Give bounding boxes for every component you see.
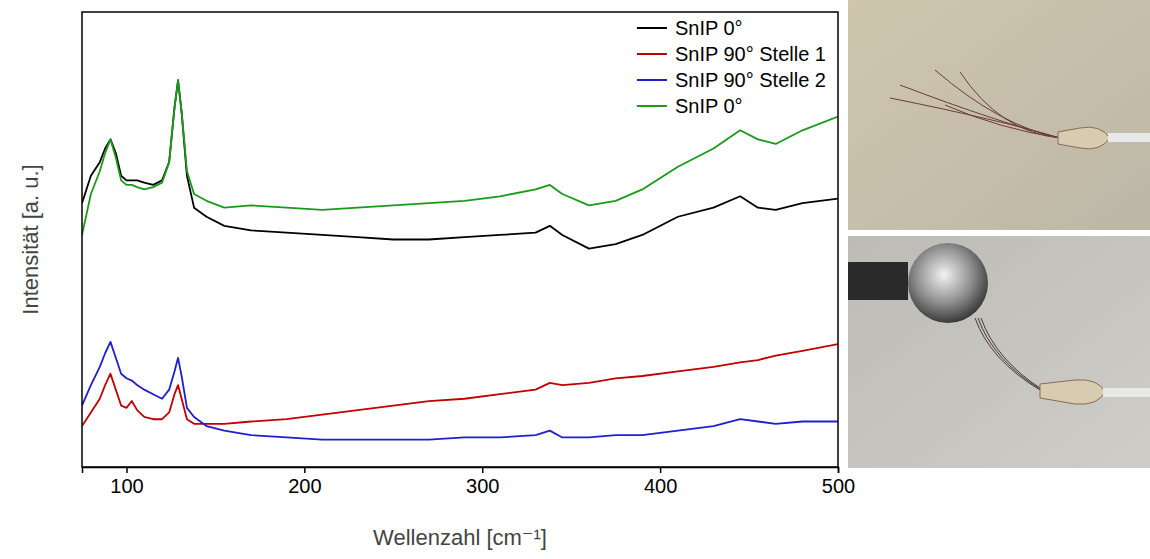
chart: 100 200 300 400 500 Wellenzahl [cm⁻¹] Intensit… — [0, 0, 1150, 559]
series-line — [82, 344, 838, 426]
x-tick-label: 500 — [822, 475, 855, 497]
x-axis-line — [83, 468, 839, 474]
x-tick-mark — [304, 467, 306, 473]
x-tick: 500 — [822, 467, 855, 497]
x-tick-label: 400 — [644, 475, 677, 497]
fiber — [981, 318, 1043, 390]
fiber — [975, 318, 1040, 390]
capillary — [1108, 133, 1150, 142]
x-tick-mark — [660, 467, 662, 473]
fiber — [900, 85, 1060, 138]
capillary — [1103, 388, 1150, 397]
fiber — [978, 318, 1042, 390]
photo-bottom — [848, 236, 1150, 468]
series-line — [82, 342, 838, 440]
x-tick-label: 300 — [466, 475, 499, 497]
x-tick: 400 — [644, 467, 677, 497]
legend-swatch — [637, 27, 667, 29]
x-tick: 200 — [288, 467, 321, 497]
legend-label: SnIP 90° Stelle 1 — [675, 43, 826, 65]
lines — [82, 80, 838, 439]
x-tick-label: 200 — [288, 475, 321, 497]
x-axis-title: Wellenzahl [cm⁻¹] — [373, 525, 547, 550]
legend-label: SnIP 90° Stelle 2 — [675, 69, 826, 91]
plot-frame — [82, 12, 838, 467]
fiber — [935, 70, 1060, 138]
series-line — [82, 80, 838, 235]
legend: SnIP 0° SnIP 90° Stelle 1 SnIP 90° Stelle … — [637, 17, 826, 117]
legend-item: SnIP 0° — [637, 95, 743, 117]
fiber — [945, 105, 1060, 138]
photo-top — [848, 0, 1150, 230]
legend-item: SnIP 90° Stelle 2 — [637, 69, 826, 91]
legend-label: SnIP 0° — [675, 95, 743, 117]
x-tick-mark — [838, 467, 840, 473]
legend-swatch — [637, 105, 667, 107]
x-tick-mark — [126, 467, 128, 473]
legend-item: SnIP 90° Stelle 1 — [637, 43, 826, 65]
droplet — [1040, 380, 1105, 405]
fiber — [960, 72, 1060, 138]
legend-item: SnIP 0° — [637, 17, 743, 39]
sphere — [908, 243, 988, 323]
droplet — [1058, 127, 1110, 149]
legend-label: SnIP 0° — [675, 17, 743, 39]
photos — [848, 0, 1150, 468]
legend-swatch — [637, 79, 667, 81]
x-tick-label: 100 — [110, 475, 143, 497]
fiber — [890, 98, 1060, 138]
x-tick-mark — [482, 467, 484, 473]
x-axis: 100 200 300 400 500 — [83, 467, 856, 497]
holder — [848, 262, 908, 300]
series-line — [82, 80, 838, 248]
y-axis-title: Intensität [a. u.] — [18, 164, 43, 314]
x-tick: 300 — [466, 467, 499, 497]
legend-swatch — [637, 53, 667, 55]
x-tick: 100 — [110, 467, 143, 497]
